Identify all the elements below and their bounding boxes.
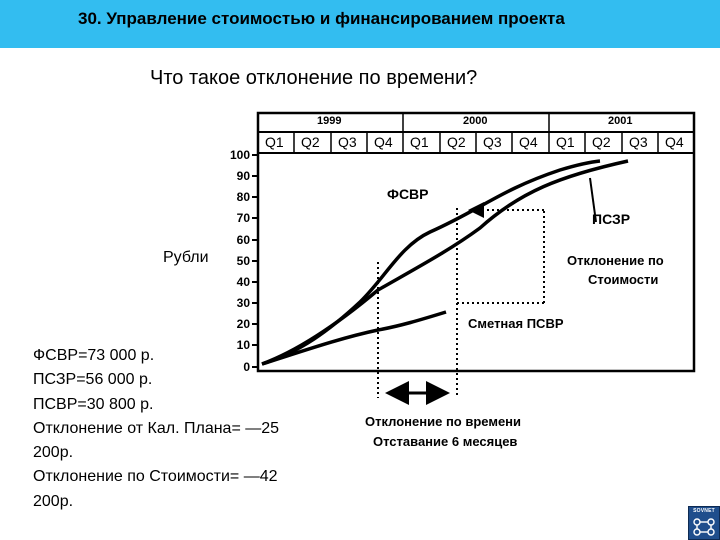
stat-line: 200р. (33, 492, 74, 510)
stat-line: 200р. (33, 444, 74, 462)
pszr-pointer (589, 177, 597, 223)
y-axis-label: Рубли (163, 249, 209, 266)
time-variance-label-line2: Отставание 6 месяцев (373, 434, 518, 449)
y-tick: 0 (243, 360, 250, 374)
quarter-label: Q4 (519, 134, 538, 150)
dotted-guides (377, 208, 545, 398)
quarter-label: Q2 (592, 134, 611, 150)
quarter-label: Q1 (410, 134, 429, 150)
cost-variance-label-line2: Стоимости (588, 272, 659, 287)
quarter-label: Q2 (301, 134, 320, 150)
y-tick: 100 (229, 148, 250, 162)
fsvr-curve (261, 159, 601, 366)
planned-curve (261, 310, 447, 366)
sovnet-logo: SOVNET (688, 506, 720, 540)
y-tick: 90 (236, 169, 250, 183)
logo-text: SOVNET (693, 508, 715, 514)
left-axis-ticks (252, 154, 258, 368)
fsvr-label: ФСВР (387, 186, 429, 202)
y-tick: 30 (236, 296, 250, 310)
quarter-label: Q1 (556, 134, 575, 150)
stat-line: ФСВР=73 000 р. (33, 347, 155, 364)
quarter-label: Q4 (374, 134, 393, 150)
y-tick: 20 (236, 317, 250, 331)
quarter-label: Q4 (665, 134, 684, 150)
stat-line: Отклонение по Стоимости= —42 (33, 468, 278, 486)
header-bar: 30. Управление стоимостью и финансирован… (0, 0, 720, 48)
stat-line: ПСЗР=56 000 р. (33, 371, 153, 389)
logo-pattern-icon (693, 518, 715, 536)
quarter-label: Q3 (629, 134, 648, 150)
y-tick: 40 (236, 275, 250, 289)
y-tick: 50 (236, 254, 250, 268)
stats-block: ФСВР=73 000 р. ПСЗР=56 000 р. ПСВР=30 80… (33, 344, 353, 514)
y-tick: 60 (236, 233, 250, 247)
pszr-curve (261, 159, 629, 366)
stat-line: Отклонение от Кал. Плана= —25 (33, 419, 280, 437)
y-tick: 70 (236, 211, 250, 225)
pszr-label: ПСЗР (592, 211, 631, 227)
planned-curve-label: Сметная ПСВР (468, 316, 564, 331)
quarter-dividers (293, 113, 659, 153)
header-title: 30. Управление стоимостью и финансирован… (78, 9, 565, 28)
y-tick: 80 (236, 190, 250, 204)
year-1999: 1999 (317, 115, 342, 127)
quarter-label: Q1 (265, 134, 284, 150)
chart-frame (256, 111, 696, 373)
slide-question: Что такое отклонение по времени? (150, 67, 478, 89)
time-variance-label-line1: Отклонение по времени (365, 414, 522, 429)
y-tick: 10 (236, 338, 250, 352)
cost-variance-label-line1: Отклонение по (567, 253, 664, 268)
stat-line: ПСВР=30 800 р. (33, 395, 154, 413)
y-axis-ticks: 100 90 80 70 60 50 40 30 20 10 0 (220, 0, 254, 380)
year-2000: 2000 (463, 115, 488, 127)
quarter-label: Q3 (483, 134, 502, 150)
quarter-label: Q3 (338, 134, 357, 150)
quarter-label: Q2 (447, 134, 466, 150)
year-2001: 2001 (608, 115, 633, 127)
